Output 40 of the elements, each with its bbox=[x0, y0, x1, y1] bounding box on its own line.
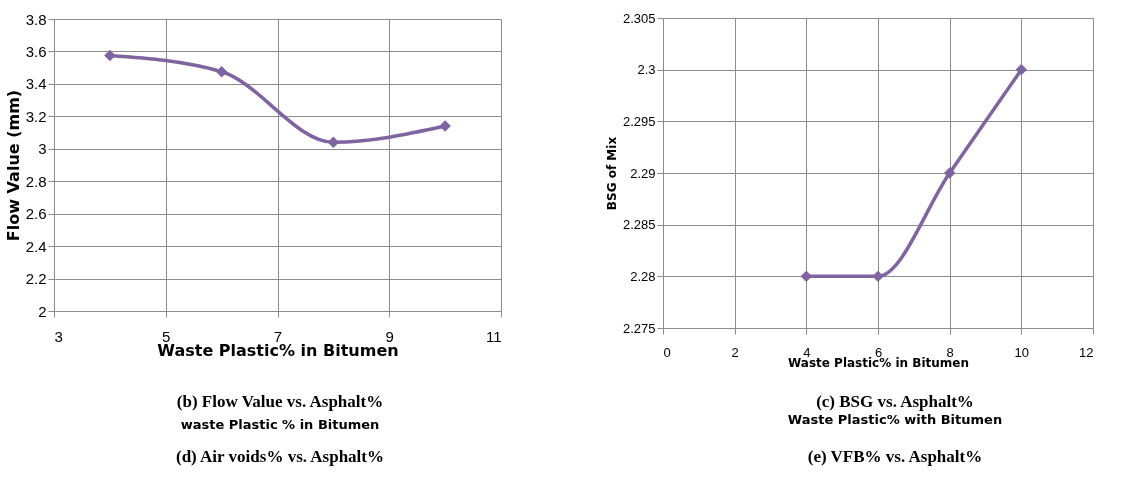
y-tick-label: 2.3 bbox=[637, 62, 656, 78]
y-tick-label: 3 bbox=[38, 140, 47, 158]
y-tick-label: 2.6 bbox=[25, 205, 47, 223]
y-tick-label: 2.285 bbox=[622, 217, 656, 233]
x-tick-label: 9 bbox=[385, 327, 394, 345]
x-tick-label: 11 bbox=[485, 327, 502, 345]
y-tick-label: 2.8 bbox=[25, 172, 47, 190]
y-tick-label: 2.28 bbox=[630, 268, 656, 284]
text: (d) Air voids% vs. Asphalt% bbox=[176, 447, 384, 467]
point bbox=[872, 270, 884, 283]
y-tick-label: 2.4 bbox=[25, 237, 47, 255]
y-axis-title: Flow Value (mm) bbox=[3, 89, 23, 242]
point bbox=[1015, 63, 1028, 76]
x-tick-label: 2 bbox=[731, 344, 739, 360]
y-tick-label: 2.2 bbox=[25, 270, 47, 288]
y-tick-label: 2.29 bbox=[630, 165, 656, 181]
y-tick-label: 2.305 bbox=[622, 10, 656, 26]
x-tick-label: 7 bbox=[273, 327, 283, 345]
text: waste Plastic % in Bitumen bbox=[180, 417, 380, 432]
y-tick-label: 3.2 bbox=[25, 107, 47, 125]
y-tick-label: 3.8 bbox=[25, 10, 47, 28]
point bbox=[943, 167, 956, 179]
point bbox=[215, 66, 228, 78]
text: (c) BSG vs. Asphalt% bbox=[816, 392, 974, 412]
y-tick-label: 2.295 bbox=[622, 113, 656, 129]
x-tick-label: 12 bbox=[1079, 344, 1094, 360]
y-tick-label: 2 bbox=[38, 302, 47, 320]
y-tick-label: 3.6 bbox=[25, 42, 47, 60]
y-axis-title: BSG of Mix bbox=[604, 136, 619, 211]
y-tick-label: 2.275 bbox=[622, 320, 656, 336]
text: (b) Flow Value vs. Asphalt% bbox=[176, 392, 384, 412]
x-tick-label: 3 bbox=[54, 327, 63, 345]
y-tick-label: 3.4 bbox=[25, 75, 47, 93]
x-tick-label: 10 bbox=[1014, 344, 1030, 360]
point bbox=[104, 49, 116, 62]
text: Waste Plastic% with Bitumen bbox=[787, 412, 1003, 427]
point bbox=[439, 120, 451, 132]
text: (e) VFB% vs. Asphalt% bbox=[807, 447, 983, 467]
x-tick-label: 0 bbox=[663, 344, 671, 360]
x-tick-label: 5 bbox=[162, 327, 171, 345]
